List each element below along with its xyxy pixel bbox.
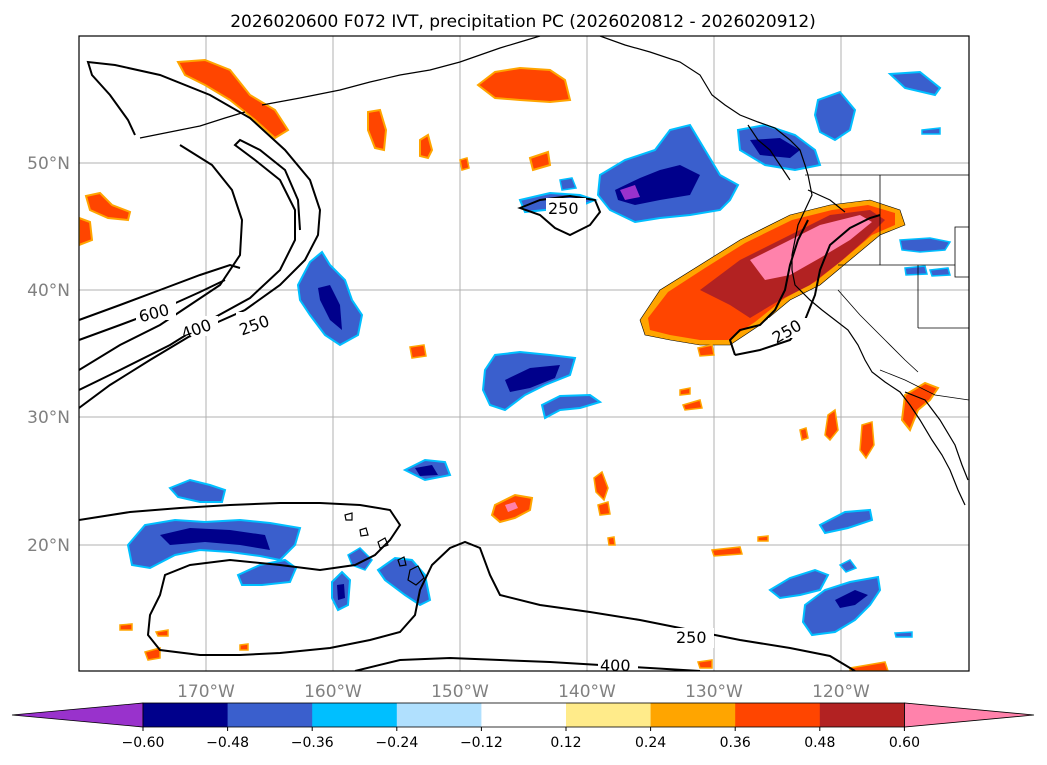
contour-label-400-south: 400 (600, 656, 631, 675)
colorbar-outline (142, 702, 905, 728)
colorbar-segment (312, 703, 398, 727)
map-frame (78, 35, 970, 672)
hawaiian-islands (344, 512, 425, 586)
map-area: 600 400 250 250 250 250 400 (79, 36, 969, 675)
colorbar-segment (650, 703, 736, 727)
lat-label-40n: 40°N (27, 281, 70, 301)
colorbar-segment (227, 703, 313, 727)
lon-label-120w: 120°W (812, 682, 870, 702)
colorbar-tick-label: −0.48 (206, 735, 249, 751)
colorbar-segment (143, 703, 229, 727)
lon-label-150w: 150°W (431, 682, 489, 702)
colorbar-extend-low (11, 702, 144, 728)
lon-label-130w: 130°W (685, 682, 743, 702)
colorbar-tick-label: 0.48 (804, 735, 835, 751)
lat-label-20n: 20°N (27, 536, 70, 556)
contour-label-250-south: 250 (676, 628, 707, 647)
coastlines (139, 36, 969, 506)
lon-label-160w: 160°W (304, 682, 362, 702)
latitude-labels: 50°N 40°N 30°N 20°N (27, 154, 70, 556)
negative-anomaly-regions (126, 70, 952, 638)
lat-label-50n: 50°N (27, 154, 70, 174)
colorbar-tick-label: −0.24 (375, 735, 418, 751)
colorbar-tick-label: 0.24 (635, 735, 666, 751)
ivt-contours (79, 60, 881, 671)
political-borders (805, 174, 969, 401)
colorbar-tick-label: −0.60 (122, 735, 165, 751)
colorbar-segment (396, 703, 482, 727)
figure-title: 2026020600 F072 IVT, precipitation PC (2… (230, 12, 816, 32)
longitude-labels: 170°W 160°W 150°W 140°W 130°W 120°W (177, 682, 870, 702)
colorbar-tick-label: −0.36 (291, 735, 334, 751)
colorbar-extend-high (904, 702, 1035, 728)
colorbar-segment (566, 703, 652, 727)
lon-label-170w: 170°W (177, 682, 235, 702)
colorbar-tick-label: 0.12 (550, 735, 581, 751)
colorbar-tick-label: 0.60 (889, 735, 920, 751)
colorbar: −0.60 −0.48 −0.36 −0.24 −0.12 0.12 0.24 0.36 0.4… (11, 702, 1035, 751)
lat-label-30n: 30°N (27, 408, 70, 428)
contour-labels: 600 400 250 250 250 250 400 (136, 198, 808, 675)
colorbar-segment (481, 703, 567, 727)
colorbar-segment (819, 703, 905, 727)
contour-label-250-gulf: 250 (548, 199, 579, 218)
colorbar-segment (735, 703, 821, 727)
colorbar-tick-label: 0.36 (720, 735, 751, 751)
colorbar-tick-label: −0.12 (460, 735, 503, 751)
lon-label-140w: 140°W (558, 682, 616, 702)
